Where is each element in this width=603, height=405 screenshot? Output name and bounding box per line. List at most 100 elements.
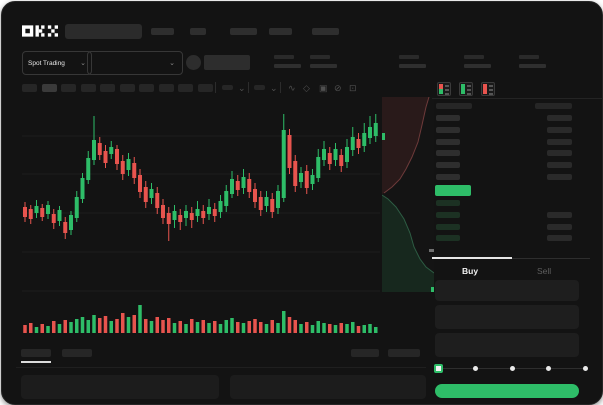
ask-price-placeholder xyxy=(436,162,460,169)
timeframe-button-9[interactable] xyxy=(178,84,193,92)
candle-body xyxy=(276,191,280,208)
book-asks-only-icon[interactable] xyxy=(481,82,495,96)
toggle-lines xyxy=(489,85,493,87)
indicator-menu-placeholder[interactable] xyxy=(222,85,233,90)
slider-step-dot[interactable] xyxy=(472,366,478,371)
amount-field[interactable] xyxy=(435,305,579,329)
ask-amount-placeholder xyxy=(547,138,572,145)
bottom-panel-left xyxy=(21,375,219,399)
stat-value-placeholder xyxy=(274,64,301,68)
timeframe-button-10[interactable] xyxy=(197,84,213,92)
volume-bar xyxy=(316,321,320,333)
ask-row[interactable] xyxy=(432,126,602,135)
timeframe-button-5[interactable] xyxy=(100,84,115,92)
ask-row[interactable] xyxy=(432,174,602,182)
depth-marker xyxy=(429,249,434,252)
buy-tab-indicator xyxy=(432,257,512,259)
nav-item-5[interactable] xyxy=(312,28,339,35)
candle-body xyxy=(218,201,223,212)
candle-body xyxy=(258,197,263,210)
stat-label-placeholder xyxy=(519,55,539,59)
stat-value-placeholder xyxy=(519,64,546,68)
volume-bar xyxy=(63,320,67,333)
volume-bar xyxy=(184,324,188,333)
book-bids-only-icon[interactable] xyxy=(459,82,473,96)
search-input[interactable] xyxy=(65,24,142,39)
diamond-indicator-icon[interactable]: ◇ xyxy=(303,83,310,93)
volume-bar xyxy=(236,322,240,333)
slashed-circle-icon[interactable]: ⊘ xyxy=(334,83,342,93)
bid-row[interactable] xyxy=(432,235,602,243)
pair-selector[interactable]: ⌄ xyxy=(87,51,183,75)
candlestick-chart[interactable] xyxy=(22,97,380,292)
bottom-tab-2[interactable] xyxy=(62,349,92,357)
candle-body xyxy=(281,130,286,198)
candle-body xyxy=(115,149,119,164)
tab-sell[interactable]: Sell xyxy=(537,266,552,276)
candle-body xyxy=(356,139,361,148)
buy-button[interactable] xyxy=(435,384,579,398)
ask-row[interactable] xyxy=(432,138,602,147)
candle-body xyxy=(63,222,68,233)
volume-bar xyxy=(322,323,326,333)
bid-amount-placeholder xyxy=(547,235,572,242)
price-field[interactable] xyxy=(435,280,579,301)
nav-item-3[interactable] xyxy=(230,28,257,35)
nav-item-2[interactable] xyxy=(190,28,206,35)
ask-row[interactable] xyxy=(432,162,602,170)
ask-row[interactable] xyxy=(432,115,602,123)
candle-body xyxy=(368,127,372,138)
timeframe-button-8[interactable] xyxy=(158,84,174,92)
nav-item-1[interactable] xyxy=(151,28,174,35)
bid-price-placeholder xyxy=(436,223,460,230)
sub-header: Spot Trading ⌄ ⌄ xyxy=(2,47,602,77)
slider-step-dot[interactable] xyxy=(583,366,588,371)
bottom-right-tab-2[interactable] xyxy=(388,349,420,357)
slider-step-dot[interactable] xyxy=(509,366,515,371)
okx-logo[interactable] xyxy=(22,25,58,37)
ask-price-tick xyxy=(431,287,434,292)
chevron-down-icon[interactable]: ⌄ xyxy=(270,83,278,93)
chart-bottom-bar xyxy=(2,342,430,404)
wave-icon[interactable]: ∿ xyxy=(288,83,296,93)
last-price-row[interactable] xyxy=(435,185,471,196)
timeframe-button-6[interactable] xyxy=(119,84,135,92)
nav-item-4[interactable] xyxy=(269,28,292,35)
chart-toolbar: ⌄ ⌄ ∿ ◇ ▣ ⊘ ⊡ xyxy=(2,80,430,98)
book-both-sides-icon[interactable] xyxy=(437,82,451,96)
candle-body xyxy=(327,153,332,164)
slider-step-dot[interactable] xyxy=(546,366,552,371)
market-type-selector[interactable]: Spot Trading ⌄ xyxy=(22,51,92,75)
fullscreen-icon[interactable]: ⊡ xyxy=(349,83,357,93)
volume-bar xyxy=(109,321,113,333)
ask-row[interactable] xyxy=(432,150,602,158)
volume-bar xyxy=(69,322,73,333)
volume-bar xyxy=(75,319,79,333)
timeframe-button-3[interactable] xyxy=(61,84,76,92)
bid-row[interactable] xyxy=(432,200,602,208)
stat-value-placeholder xyxy=(399,64,426,68)
bid-row[interactable] xyxy=(432,223,602,232)
bid-row[interactable] xyxy=(432,211,602,220)
volume-bar xyxy=(230,318,234,333)
chart-style-menu-placeholder[interactable] xyxy=(254,85,265,90)
bottom-right-tab-1[interactable] xyxy=(351,349,379,357)
ask-price-placeholder xyxy=(436,115,460,121)
timeframe-button-1[interactable] xyxy=(22,84,37,92)
camera-icon[interactable]: ▣ xyxy=(319,83,328,93)
chevron-down-icon[interactable]: ⌄ xyxy=(238,83,246,93)
candle-body xyxy=(155,193,160,208)
toggle-lines xyxy=(489,89,493,91)
tab-buy[interactable]: Buy xyxy=(462,266,479,276)
volume-bar xyxy=(23,325,27,333)
volume-bar xyxy=(126,317,131,333)
timeframe-button-7[interactable] xyxy=(139,84,154,92)
slider-handle[interactable] xyxy=(434,364,443,373)
timeframe-button-4[interactable] xyxy=(80,84,96,92)
last-price-placeholder xyxy=(204,55,250,70)
amount-slider[interactable] xyxy=(434,362,589,376)
volume-bar xyxy=(247,321,251,333)
bottom-tab-1[interactable] xyxy=(21,349,51,357)
total-field[interactable] xyxy=(435,333,579,357)
timeframe-button-2[interactable] xyxy=(41,84,57,92)
